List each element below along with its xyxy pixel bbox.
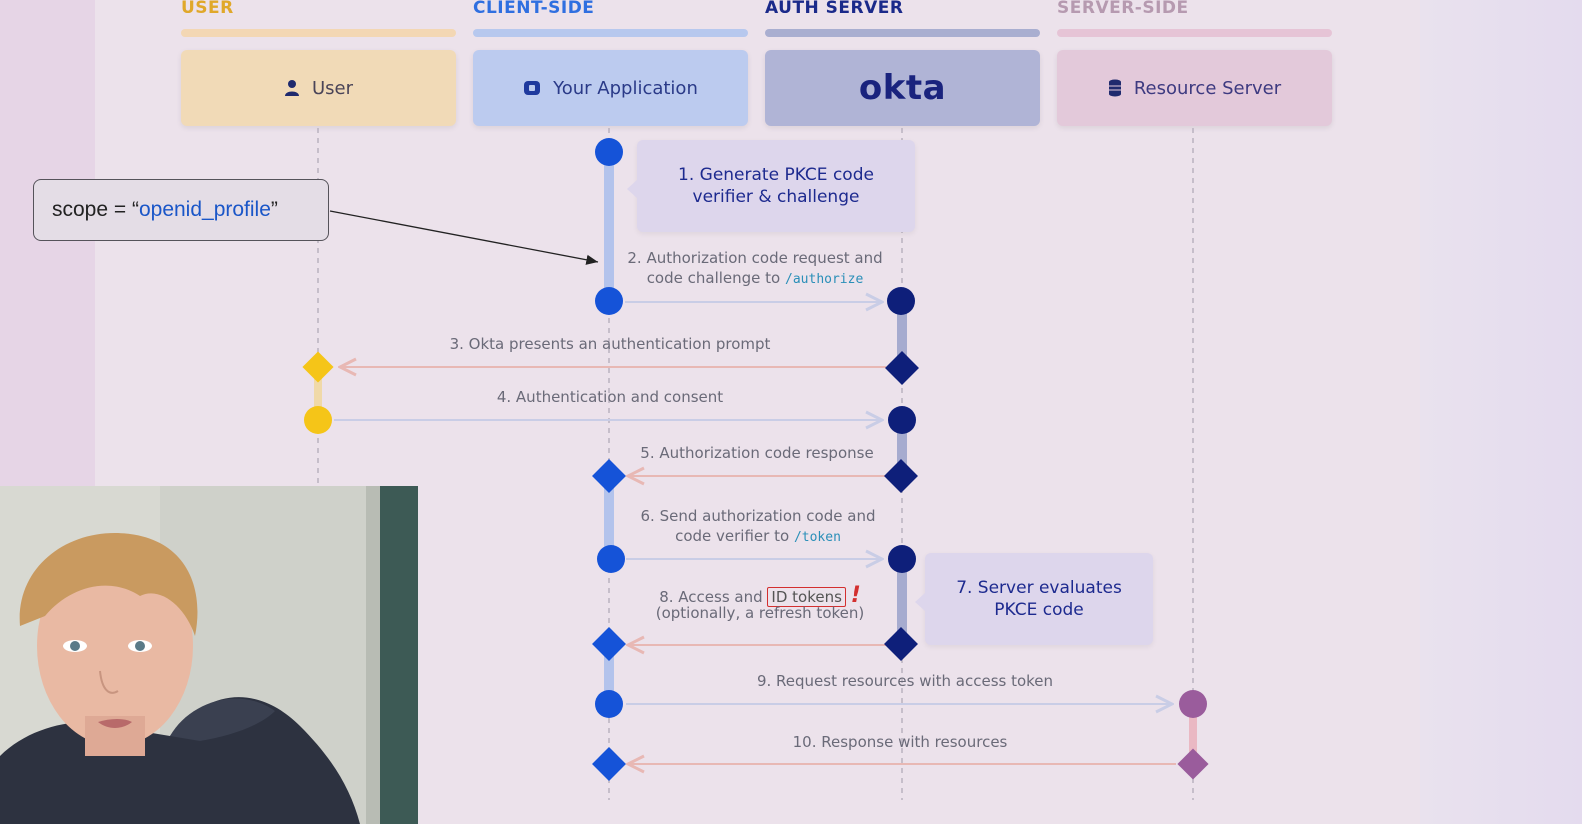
node-auth-6 [888, 545, 916, 573]
message-step-4: 4. Authentication and consent [496, 388, 724, 406]
token-endpoint: /token [793, 530, 841, 545]
left-background-panel [0, 0, 95, 490]
message-step-6-line1: 6. Send authorization code and [640, 507, 876, 525]
okta-logo: okta [858, 68, 947, 108]
message-step-2: 2. Authorization code request and code c… [600, 248, 910, 290]
exclamation-mark: ! [850, 583, 861, 608]
actor-application-label: Your Application [553, 77, 698, 99]
activation-server-1 [1189, 704, 1197, 764]
node-client-start [595, 138, 623, 166]
node-client-5 [592, 459, 626, 493]
note-step-1-text: 1. Generate PKCE code verifier & challen… [678, 165, 874, 207]
lane-bar-auth [765, 29, 1040, 37]
node-user-4 [304, 406, 332, 434]
node-auth-3 [885, 351, 919, 385]
id-tokens-highlight: ID tokens [767, 587, 846, 607]
message-step-2-line2: code challenge to [646, 269, 781, 287]
node-auth-4 [888, 406, 916, 434]
lane-tag-auth: AUTH SERVER [765, 0, 904, 18]
scope-prefix: scope = “ [52, 198, 139, 221]
message-step-6-line2: code verifier to [675, 527, 790, 545]
lane-bar-client [473, 29, 748, 37]
node-auth-2 [887, 287, 915, 315]
node-client-9 [595, 690, 623, 718]
message-step-5: 5. Authorization code response [640, 444, 874, 462]
actor-resource-label: Resource Server [1133, 77, 1282, 99]
node-user-3 [302, 351, 334, 383]
note-step-1: 1. Generate PKCE code verifier & challen… [627, 140, 915, 232]
actor-okta: okta [765, 50, 1040, 126]
activation-client-1 [604, 152, 614, 302]
activation-auth-3 [897, 559, 907, 645]
message-step-10: 10. Response with resources [792, 733, 1008, 751]
actor-your-application: Your Application [473, 50, 748, 126]
lane-bar-user [181, 29, 456, 37]
right-background-panel [1420, 0, 1582, 824]
lane-tag-client: CLIENT-SIDE [473, 0, 595, 18]
database-icon [1108, 79, 1122, 97]
actor-resource-server: Resource Server [1057, 50, 1332, 126]
node-server-9 [1179, 690, 1207, 718]
lane-tag-server: SERVER-SIDE [1057, 0, 1189, 18]
activation-auth-2 [897, 420, 907, 476]
activation-auth-1 [897, 302, 907, 368]
note-step-7: 7. Server evaluates PKCE code [915, 553, 1153, 645]
authorize-endpoint: /authorize [785, 272, 864, 287]
node-server-10 [1177, 748, 1209, 780]
node-client-10 [592, 747, 626, 781]
message-step-8: 8. Access and ID tokens ! (optionally, a… [628, 583, 892, 623]
webcam-overlay [0, 486, 418, 824]
actor-user: User [181, 50, 456, 126]
app-icon [523, 80, 541, 96]
node-auth-5 [884, 459, 918, 493]
activation-user-1 [314, 368, 322, 420]
note-step-7-text: 7. Server evaluates PKCE code [956, 578, 1122, 620]
activation-client-2 [604, 476, 614, 560]
scope-value: openid_profile [138, 198, 271, 221]
node-client-2 [595, 287, 623, 315]
scope-suffix: ” [270, 198, 278, 221]
callout-arrow [329, 210, 599, 265]
message-step-9: 9. Request resources with access token [756, 672, 1054, 690]
lane-tag-user: USER [181, 0, 234, 18]
message-step-3: 3. Okta presents an authentication promp… [449, 335, 771, 353]
node-auth-8 [884, 627, 918, 661]
message-step-8-prefix: 8. Access and [659, 588, 763, 606]
message-step-6: 6. Send authorization code and code veri… [610, 506, 906, 548]
node-client-8 [592, 627, 626, 661]
scope-callout: scope = “openid_profile” [33, 179, 329, 241]
message-step-2-line1: 2. Authorization code request and [627, 249, 883, 267]
activation-client-3 [604, 644, 614, 704]
actor-user-label: User [311, 77, 354, 99]
lane-bar-server [1057, 29, 1332, 37]
node-client-6 [597, 545, 625, 573]
person-icon [284, 79, 300, 97]
presenter-video [0, 486, 418, 824]
message-step-8-line2: (optionally, a refresh token) [655, 604, 865, 622]
